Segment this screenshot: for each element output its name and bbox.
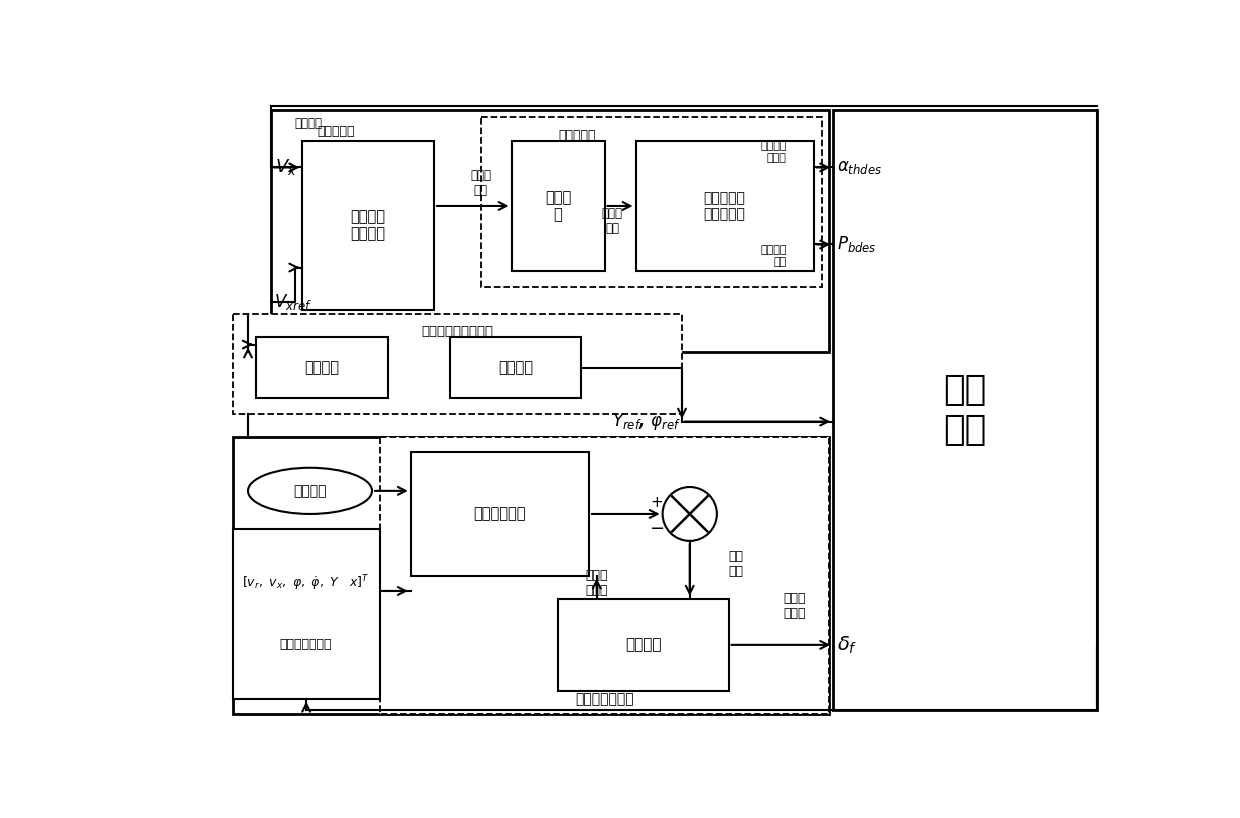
- Text: −: −: [649, 520, 663, 538]
- FancyBboxPatch shape: [481, 118, 821, 287]
- Text: 未来控
制序列: 未来控 制序列: [585, 569, 608, 597]
- Text: $Y_{ref}$, $\varphi_{ref}$: $Y_{ref}$, $\varphi_{ref}$: [613, 411, 682, 432]
- FancyBboxPatch shape: [233, 529, 379, 699]
- FancyBboxPatch shape: [233, 314, 682, 414]
- FancyBboxPatch shape: [255, 337, 387, 398]
- Text: 生成参考轨迹、速度: 生成参考轨迹、速度: [422, 326, 494, 339]
- Text: $P_{bdes}$: $P_{bdes}$: [837, 235, 877, 254]
- Text: 目标函数: 目标函数: [625, 637, 661, 653]
- FancyBboxPatch shape: [558, 599, 729, 691]
- Text: $[v_r,\ v_x,\ \varphi,\ \dot{\varphi},\ Y\quad x]^T$: $[v_r,\ v_x,\ \varphi,\ \dot{\varphi},\ …: [242, 573, 370, 593]
- Text: 下一个时刻状态: 下一个时刻状态: [280, 638, 332, 651]
- FancyBboxPatch shape: [272, 110, 830, 353]
- Text: 第一个
控制量: 第一个 控制量: [784, 592, 806, 620]
- Text: 实际速度: 实际速度: [295, 118, 322, 130]
- FancyBboxPatch shape: [379, 437, 830, 714]
- Text: 上位控制器: 上位控制器: [317, 125, 355, 138]
- FancyBboxPatch shape: [233, 437, 830, 714]
- Text: 车辆逆纵向
动力学系统: 车辆逆纵向 动力学系统: [703, 191, 745, 221]
- Text: 滑模加速
度控制器: 滑模加速 度控制器: [351, 209, 386, 241]
- Text: 期望主缸
压力: 期望主缸 压力: [760, 245, 786, 267]
- Text: 参考轨迹: 参考轨迹: [498, 360, 533, 375]
- Text: 期望加
速度: 期望加 速度: [470, 169, 491, 197]
- Text: $V_{xref}$: $V_{xref}$: [274, 292, 311, 312]
- Text: $\delta_f$: $\delta_f$: [837, 634, 857, 655]
- Text: 模型预测控制器: 模型预测控制器: [575, 693, 634, 707]
- FancyBboxPatch shape: [410, 452, 589, 576]
- Text: 初始状态: 初始状态: [293, 484, 327, 498]
- Text: 系统
约束: 系统 约束: [729, 550, 744, 578]
- FancyBboxPatch shape: [635, 141, 813, 272]
- Text: 线性误差模型: 线性误差模型: [474, 506, 526, 521]
- Text: 切换逻
辑: 切换逻 辑: [544, 190, 572, 222]
- Text: 期望节气
门开度: 期望节气 门开度: [760, 142, 786, 163]
- Text: $V_x$: $V_x$: [275, 157, 298, 178]
- FancyBboxPatch shape: [449, 337, 582, 398]
- Text: 驱动或
制动: 驱动或 制动: [601, 207, 622, 236]
- Text: 下位控制器: 下位控制器: [558, 129, 595, 142]
- FancyBboxPatch shape: [833, 110, 1096, 710]
- Ellipse shape: [248, 468, 372, 514]
- Text: 智能
车辆: 智能 车辆: [944, 373, 987, 447]
- FancyBboxPatch shape: [303, 141, 434, 310]
- Text: +: +: [650, 495, 663, 510]
- Text: 参考速度: 参考速度: [304, 360, 339, 375]
- Text: $\alpha_{thdes}$: $\alpha_{thdes}$: [837, 159, 882, 177]
- FancyBboxPatch shape: [511, 141, 605, 272]
